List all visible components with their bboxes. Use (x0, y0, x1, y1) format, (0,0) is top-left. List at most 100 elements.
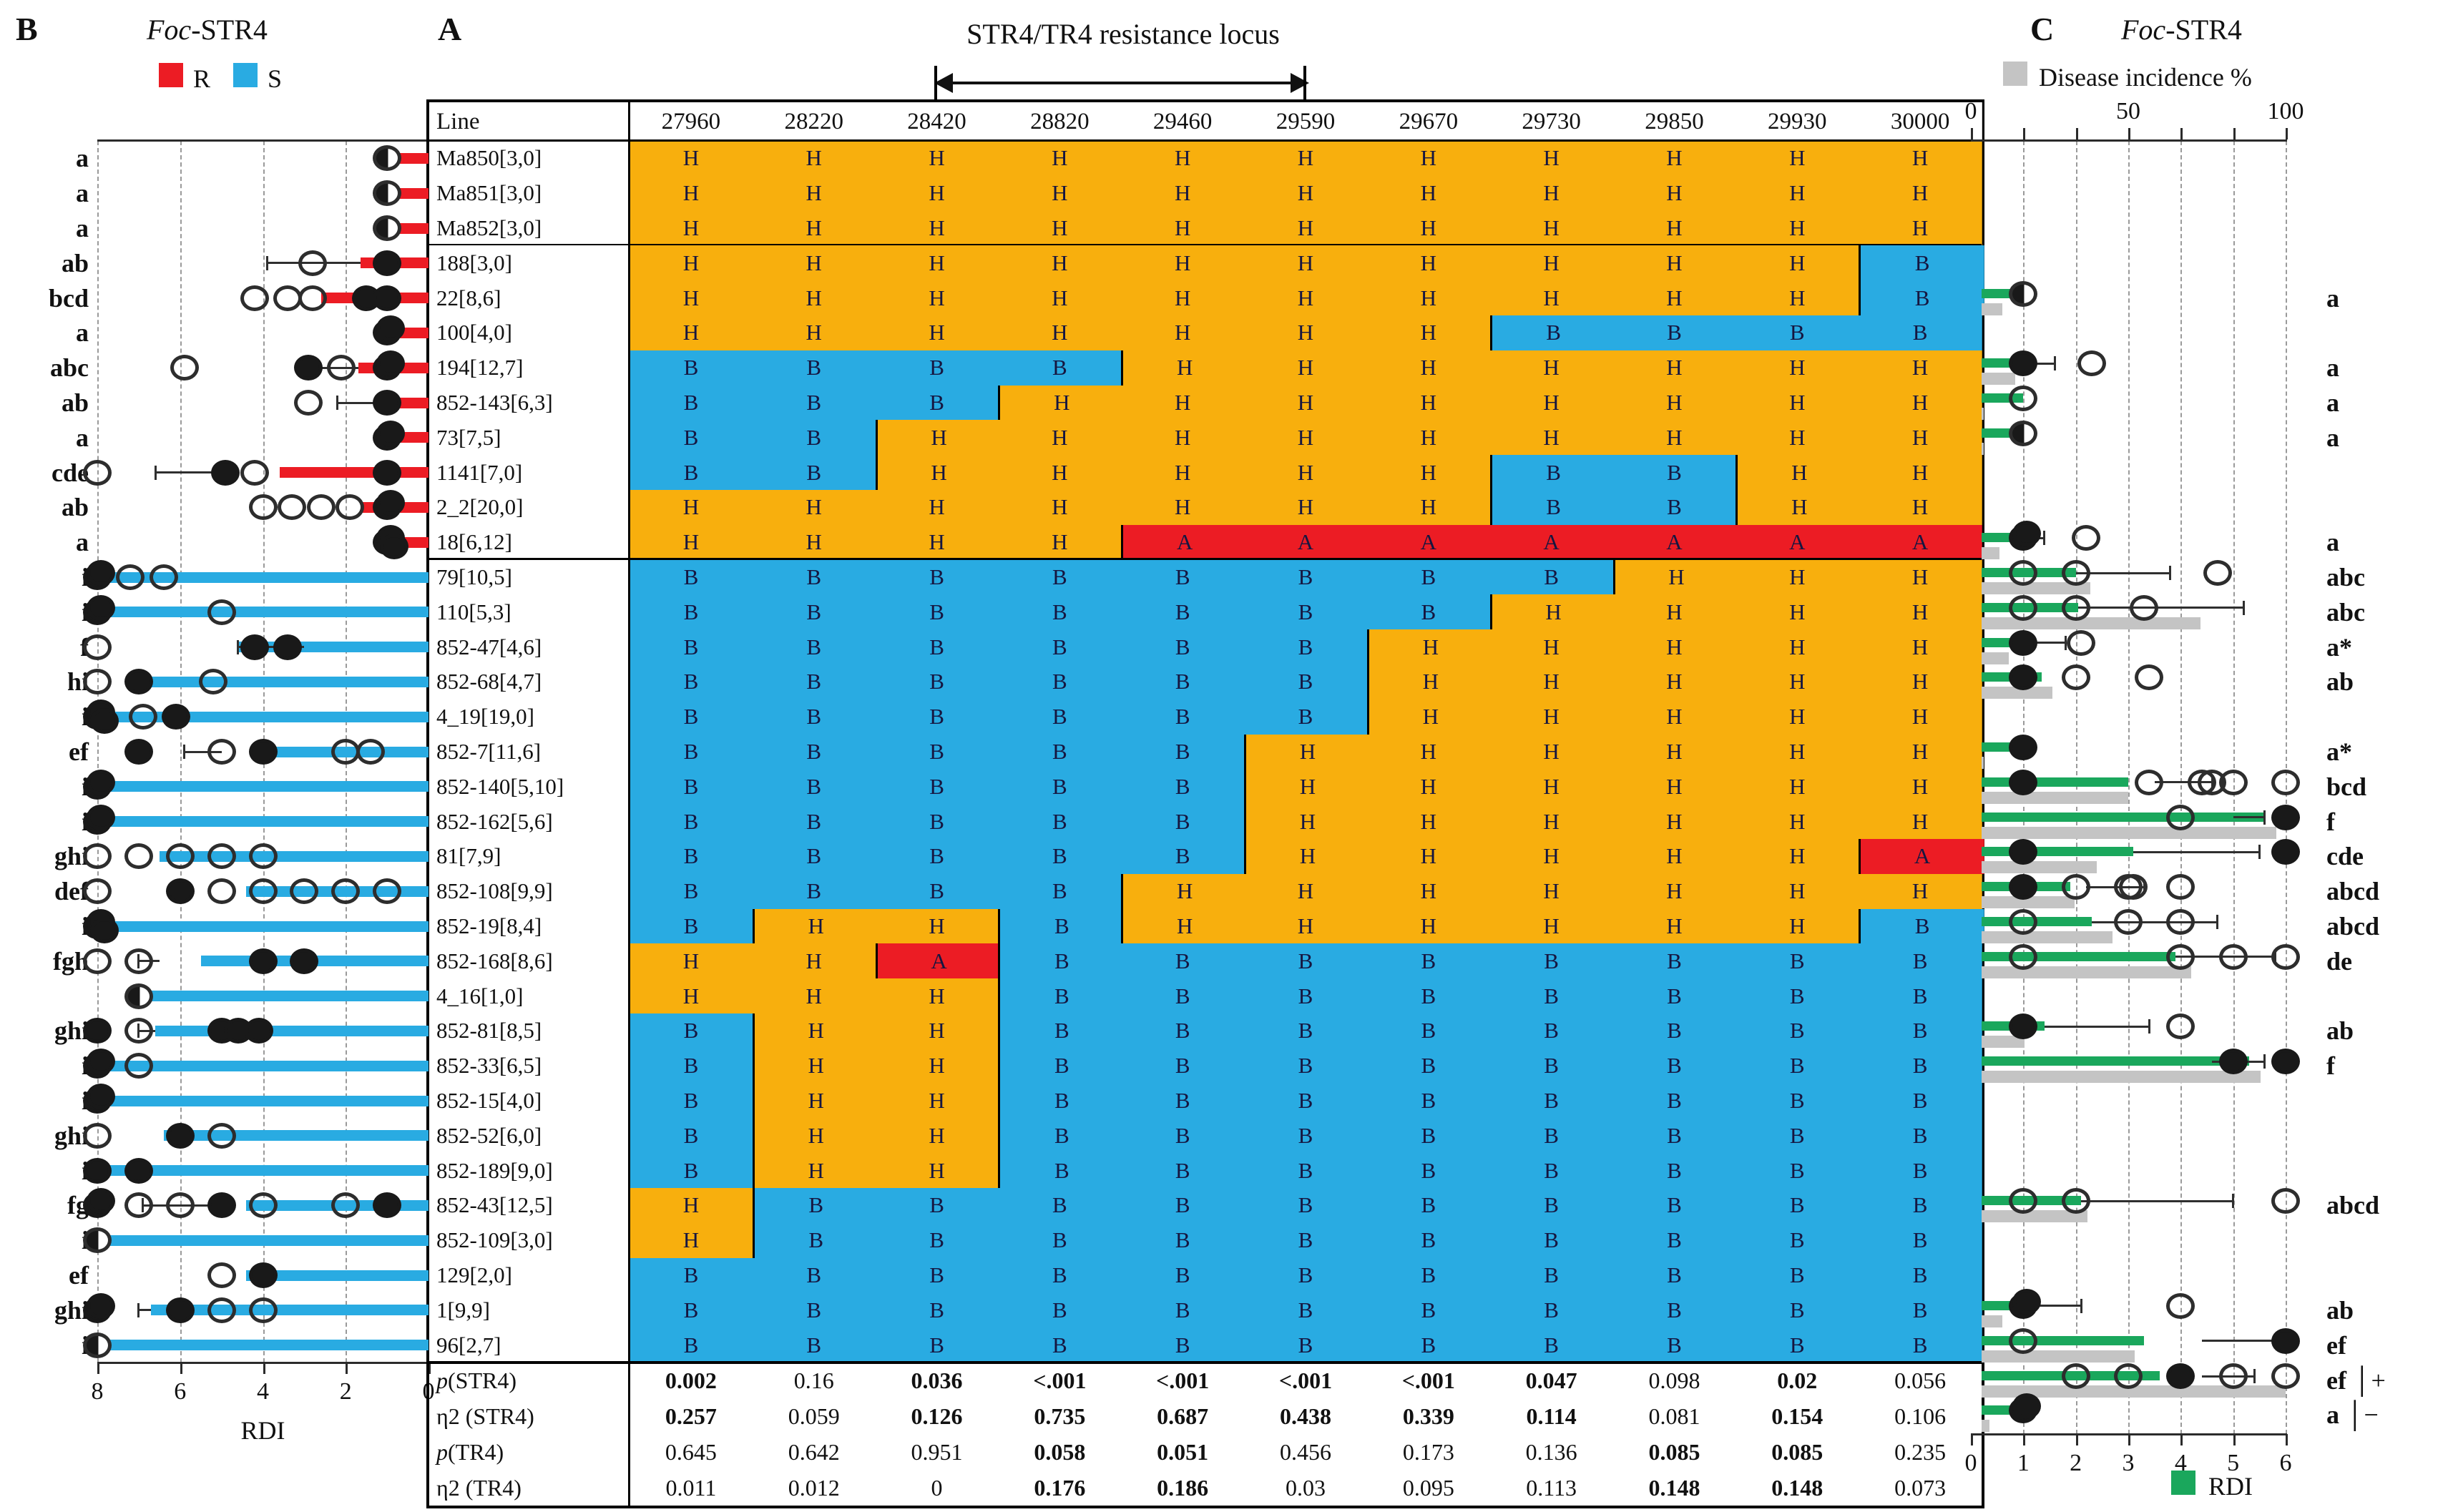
genotype-cell: B (630, 594, 753, 630)
line-name: 852-47[4,6] (429, 629, 630, 664)
b-data-point (207, 599, 236, 625)
genotype-cell: B (998, 1257, 1122, 1293)
genotype-cell: H (1244, 141, 1368, 176)
b-whisker-cap (336, 396, 339, 410)
genotype-cell: H (1366, 455, 1491, 490)
c-disease-incidence-bar (1982, 687, 2053, 699)
b-sig-letter: ghi (54, 1295, 89, 1325)
genotype-cell: B (1736, 315, 1860, 350)
b-rdi-bar (105, 607, 429, 618)
genotype-cell: H (1859, 385, 1982, 421)
b-rdi-bar (97, 1234, 429, 1246)
b-whisker-cap (265, 255, 268, 270)
genotype-cell: A (1859, 524, 1982, 560)
genotype-cell: B (1121, 734, 1245, 770)
b-data-point (380, 534, 409, 560)
genotype-cell: B (998, 1118, 1125, 1154)
genotype-cell: H (1489, 175, 1614, 211)
genotype-cell: B (1121, 1048, 1245, 1084)
genotype-cell: H (752, 1083, 878, 1119)
genotype-cell: B (1859, 1222, 1982, 1258)
genotype-cell: B (1244, 1048, 1368, 1084)
c-data-point (2218, 769, 2248, 795)
genotype-cell: B (630, 1048, 753, 1084)
b-whisker (184, 750, 222, 753)
genotype-cell: H (630, 524, 753, 560)
panel-b-title: Foc-STR4 (147, 13, 268, 46)
genotype-cell: B (1121, 1327, 1245, 1363)
c-rdi-axis-tick (2180, 1434, 2183, 1445)
genotype-cell: H (1366, 769, 1491, 805)
genotype-cell: B (1859, 1048, 1982, 1084)
genotype-cell: B (752, 1257, 876, 1293)
genotype-cell: B (998, 350, 1122, 386)
c-data-point (2218, 1363, 2248, 1389)
genotype-cell: H (1489, 420, 1614, 456)
b-data-point (165, 1122, 195, 1149)
line-name: Ma850[3,0] (429, 141, 630, 176)
genotype-cell: B (1121, 664, 1245, 699)
genotype-cell: B (752, 664, 876, 699)
genotype-cell: B (1612, 1327, 1737, 1363)
panel-c-title: Foc-STR4 (2121, 13, 2242, 46)
genotype-cell: H (998, 385, 1125, 421)
c-disease-incidence-bar (1982, 757, 1984, 769)
b-data-point (170, 355, 199, 381)
c-data-point (2009, 420, 2038, 446)
c-data-point (2271, 769, 2300, 795)
genotype-cell: H (630, 978, 753, 1013)
b-data-point (87, 1049, 115, 1075)
c-data-point (2009, 280, 2038, 307)
genotype-cell: B (630, 1292, 753, 1328)
genotype-cell: H (1736, 734, 1860, 770)
b-sig-letter: a (76, 423, 89, 452)
stat-value: 0.02 (1777, 1367, 1818, 1393)
genotype-cell: H (630, 1222, 753, 1258)
genotype-cell: H (1244, 420, 1368, 456)
genotype-cell: H (875, 141, 999, 176)
genotype-cell: H (1612, 245, 1737, 281)
genotype-cell: B (630, 804, 753, 839)
panel-b-label: B (16, 11, 38, 47)
stat-value: <.001 (1033, 1367, 1087, 1393)
b-axis-caption: RDI (240, 1416, 285, 1445)
genotype-cell: B (1244, 629, 1368, 664)
line-name: 188[3,0] (429, 245, 630, 281)
genotype-cell: H (752, 1048, 878, 1084)
genotype-cell: H (1736, 455, 1862, 490)
c-data-point (2009, 350, 2038, 377)
genotype-cell: H (875, 1118, 999, 1154)
c-whisker (2023, 642, 2065, 644)
genotype-cell: B (1736, 1153, 1860, 1188)
genotype-cell: H (1859, 769, 1982, 805)
genotype-cell: B (752, 350, 876, 386)
genotype-cell: B (1366, 559, 1491, 595)
genotype-cell: H (998, 141, 1122, 176)
b-sig-letter: fgh (52, 946, 89, 976)
table-outer-border (426, 99, 1984, 1508)
genotype-cell: H (1489, 699, 1614, 735)
b-data-point (165, 843, 195, 870)
genotype-cell: H (1121, 245, 1245, 281)
b-whisker (337, 401, 377, 404)
legend-label-susceptible: S (268, 64, 283, 93)
legend-label-rdi: RDI (2208, 1472, 2253, 1501)
genotype-cell: H (875, 1013, 999, 1049)
c-rdi-tick-label: 0 (1964, 1450, 1977, 1476)
stats-separator-line (429, 1361, 1982, 1364)
b-sig-letter: ghi (54, 1016, 89, 1046)
genotype-cell: H (1366, 280, 1491, 315)
c-whisker (2133, 850, 2260, 853)
c-data-point (2009, 1327, 2038, 1354)
genotype-cell: B (1244, 559, 1368, 595)
b-sig-letter: bcd (48, 283, 89, 313)
genotype-cell: H (1489, 873, 1614, 909)
genotype-cell: B (1366, 1118, 1491, 1154)
genotype-cell: H (1612, 664, 1737, 699)
line-name: 852-15[4,0] (429, 1083, 630, 1119)
genotype-cell: H (1859, 664, 1982, 699)
genotype-cell: B (998, 699, 1122, 735)
b-rdi-bar (97, 1095, 429, 1106)
genotype-cell: H (1366, 175, 1491, 211)
genotype-cell: H (1244, 350, 1368, 386)
